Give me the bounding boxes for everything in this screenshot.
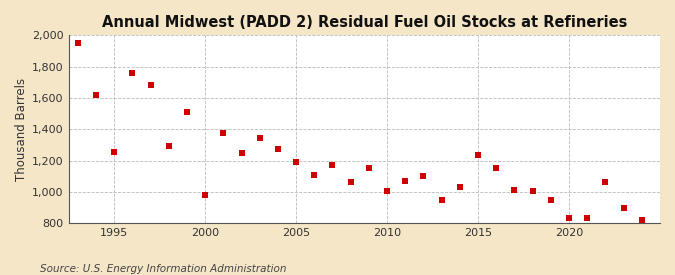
Point [509,188,520,192]
Text: Source: U.S. Energy Information Administration: Source: U.S. Energy Information Administ… [40,264,287,274]
Point [363,166,374,170]
Point [600,180,611,185]
Point [472,153,483,157]
Point [273,147,284,151]
Point [254,136,265,140]
Point [163,144,174,148]
Point [491,166,502,170]
Point [418,174,429,178]
Point [564,216,574,221]
Point [72,41,83,45]
Point [327,163,338,167]
Point [145,83,156,88]
Point [400,179,410,183]
Point [618,206,629,210]
Point [109,150,119,154]
Point [381,189,392,193]
Title: Annual Midwest (PADD 2) Residual Fuel Oil Stocks at Refineries: Annual Midwest (PADD 2) Residual Fuel Oi… [102,15,627,30]
Point [182,110,192,114]
Point [346,180,356,185]
Point [90,93,101,97]
Point [545,198,556,203]
Point [436,197,447,202]
Y-axis label: Thousand Barrels: Thousand Barrels [15,78,28,181]
Point [127,71,138,75]
Point [291,160,302,164]
Point [236,150,247,155]
Point [200,193,211,197]
Point [454,185,465,189]
Point [527,189,538,193]
Point [582,215,593,220]
Point [309,172,320,177]
Point [637,218,647,222]
Point [218,131,229,135]
